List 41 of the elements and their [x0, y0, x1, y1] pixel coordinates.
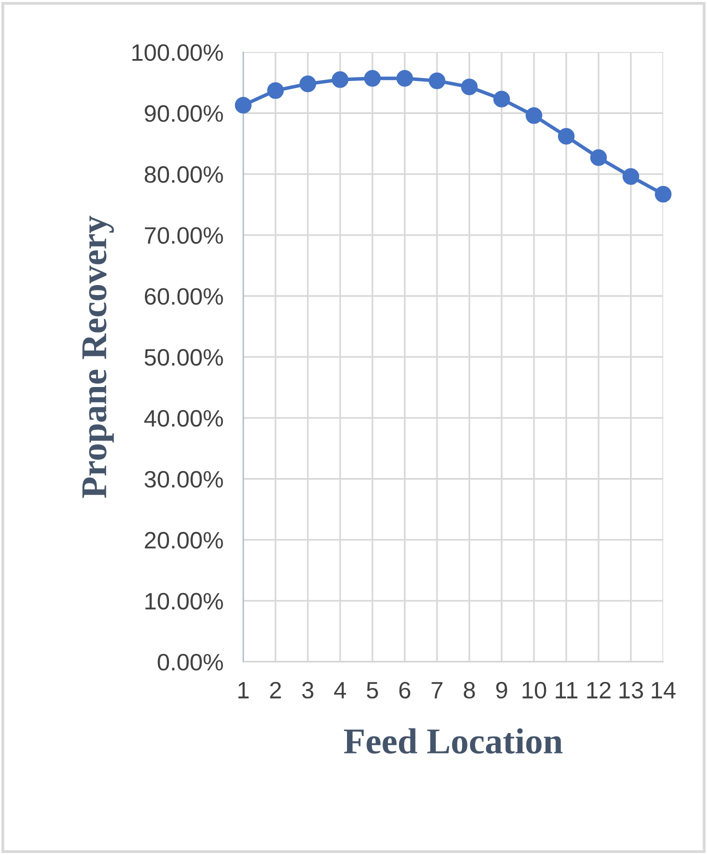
point [364, 70, 381, 87]
x-axis-title: Feed Location [344, 728, 562, 754]
y-tick-label: 0.00% [158, 654, 223, 671]
y-tick-label: 90.00% [144, 105, 223, 122]
y-tick-label: 100.00% [132, 44, 223, 61]
y-tick-label: 50.00% [144, 349, 223, 366]
x-tick-label: 11 [556, 682, 578, 698]
x-tick-label: 8 [464, 682, 475, 699]
point [654, 186, 672, 203]
x-tick-label: 1 [238, 682, 249, 698]
y-tick-label: 80.00% [144, 166, 223, 183]
point [622, 168, 640, 185]
point [461, 78, 478, 96]
x-tick-label: 2 [270, 682, 281, 698]
x-tick-label: 10 [522, 682, 546, 699]
x-tick-label: 3 [302, 682, 314, 699]
point [493, 90, 510, 108]
point [428, 72, 446, 90]
x-tick-label: 5 [366, 682, 378, 699]
x-tick-label: 4 [334, 682, 346, 698]
point [267, 82, 284, 99]
x-tick-label: 14 [652, 682, 676, 698]
point [526, 107, 542, 124]
point [234, 96, 252, 114]
y-tick-label: 70.00% [144, 227, 223, 244]
x-tick-label: 13 [620, 682, 643, 699]
x-tick-label: 9 [496, 682, 508, 699]
y-tick-label: 40.00% [144, 410, 223, 427]
point [299, 76, 316, 92]
y-tick-label: 60.00% [144, 288, 223, 305]
point [558, 128, 575, 145]
y-tick-label: 30.00% [144, 470, 223, 488]
point [590, 149, 607, 166]
point [396, 70, 414, 87]
y-tick-label: 20.00% [144, 532, 223, 549]
x-tick-label: 7 [432, 682, 442, 698]
y-tick-label: 10.00% [145, 592, 223, 610]
x-tick-label: 12 [587, 682, 611, 698]
point [332, 71, 348, 88]
x-tick-label: 6 [399, 682, 410, 699]
y-axis-title: Propane Recovery [82, 216, 114, 498]
